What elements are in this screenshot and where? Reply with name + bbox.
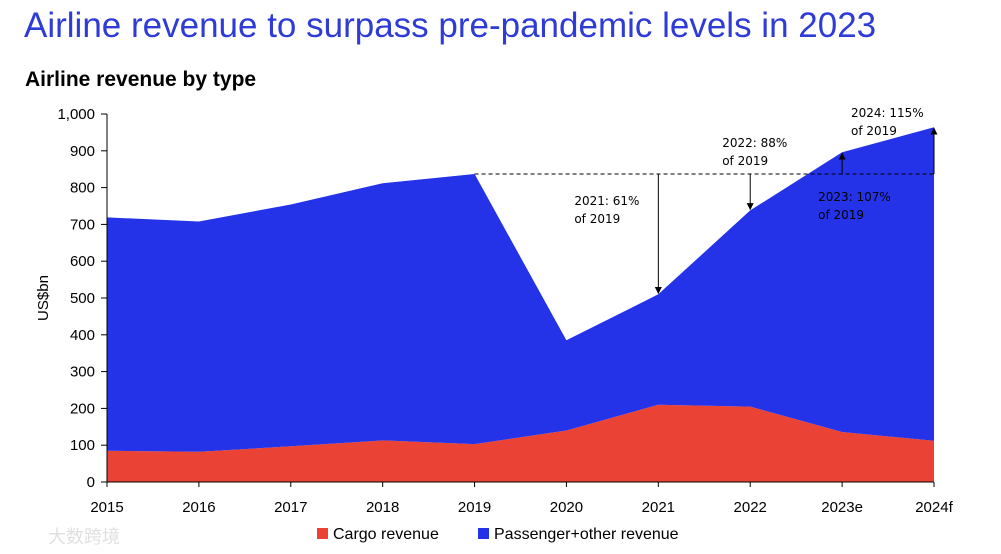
y-tick-label: 700 (70, 216, 95, 233)
x-tick-label: 2021 (642, 499, 675, 516)
y-tick-label: 300 (70, 364, 95, 381)
annotation-2021: 2021: 61% of 2019 (574, 194, 639, 226)
y-tick-label: 0 (87, 474, 95, 491)
annotation-line: 2023: 107% (818, 190, 891, 204)
legend-label-0: Cargo revenue (333, 526, 439, 543)
chart-title: Airline revenue to surpass pre-pandemic … (24, 6, 877, 45)
area-series-0 (107, 404, 934, 482)
annotation-line: 2021: 61% (574, 194, 639, 208)
annotation-2022: 2022: 88% of 2019 (722, 136, 787, 168)
watermark-text: 大数跨境 (48, 527, 120, 548)
annotation-2024f: 2024: 115% of 2019 (851, 106, 924, 138)
x-tick-label: 2022 (734, 499, 767, 516)
y-tick-label: 100 (70, 437, 95, 454)
y-tick-label: 400 (70, 327, 95, 344)
y-axis-label: US$bn (35, 275, 52, 321)
x-tick-label: 2017 (274, 499, 307, 516)
x-tick-label: 2019 (458, 499, 491, 516)
legend-swatch-1 (478, 528, 489, 539)
x-tick-label: 2018 (366, 499, 399, 516)
annotation-2023e: 2023: 107% of 2019 (818, 190, 891, 222)
y-tick-label: 500 (70, 290, 95, 307)
y-tick-label: 900 (70, 143, 95, 160)
x-tick-label: 2015 (90, 499, 123, 516)
y-tick-label: 200 (70, 400, 95, 417)
area-series-1 (107, 127, 934, 452)
annotation-line: of 2019 (818, 208, 864, 222)
y-tick-label: 1,000 (57, 106, 95, 123)
y-tick-label: 600 (70, 253, 95, 270)
annotation-line: 2024: 115% (851, 106, 924, 120)
x-tick-label: 2024f (915, 499, 953, 516)
annotation-line: 2022: 88% (722, 136, 787, 150)
annotation-line: of 2019 (574, 212, 620, 226)
legend-swatch-0 (317, 528, 328, 539)
x-tick-label: 2016 (182, 499, 215, 516)
y-tick-label: 800 (70, 180, 95, 197)
annotation-line: of 2019 (851, 124, 897, 138)
x-tick-label: 2020 (550, 499, 583, 516)
chart-subtitle: Airline revenue by type (25, 68, 257, 91)
annotation-line: of 2019 (722, 154, 768, 168)
legend-label-1: Passenger+other revenue (494, 526, 679, 543)
x-tick-label: 2023e (821, 499, 863, 516)
